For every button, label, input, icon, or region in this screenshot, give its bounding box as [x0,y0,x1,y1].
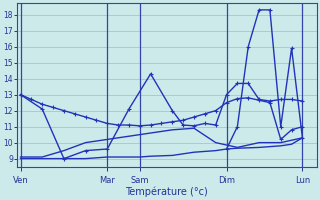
X-axis label: Température (°c): Température (°c) [125,186,208,197]
